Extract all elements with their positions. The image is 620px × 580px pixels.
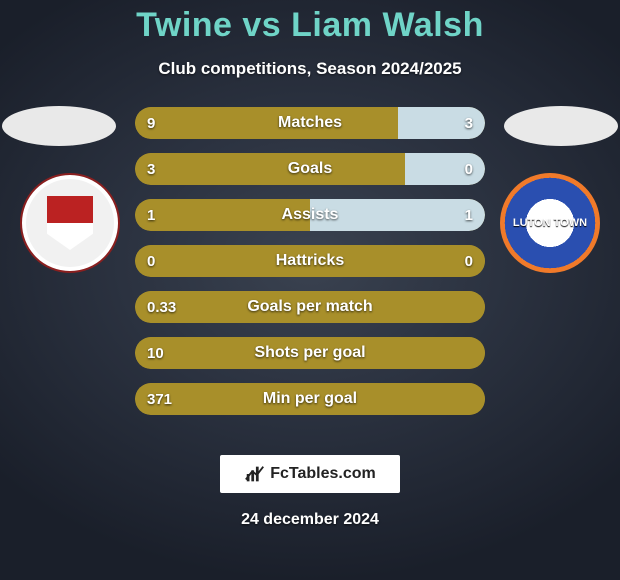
stat-label: Assists (135, 206, 485, 224)
infographic-root: Twine vs Liam Walsh Club competitions, S… (0, 0, 620, 580)
stat-bars: 93Matches 30Goals 11Assists 00Hattricks 0.33… (135, 107, 485, 429)
date-text: 24 december 2024 (0, 511, 620, 529)
stat-row: 93Matches (135, 107, 485, 139)
stat-label: Goals (135, 160, 485, 178)
comparison-arena: LUTON TOWN 93Matches 30Goals 11Assists 00Ha… (0, 107, 620, 437)
stat-label: Hattricks (135, 252, 485, 270)
subtitle: Club competitions, Season 2024/2025 (0, 59, 620, 79)
stat-row: 0.33Goals per match (135, 291, 485, 323)
stat-row: 371Min per goal (135, 383, 485, 415)
platform-right (504, 106, 618, 146)
crest-left (20, 173, 120, 273)
crest-right-label: LUTON TOWN (513, 217, 587, 229)
brand-text: FcTables.com (270, 465, 376, 483)
stat-row: 10Shots per goal (135, 337, 485, 369)
brand-badge: FcTables.com (220, 455, 400, 493)
stat-label: Matches (135, 114, 485, 132)
page-title: Twine vs Liam Walsh (0, 0, 620, 45)
stat-label: Min per goal (135, 390, 485, 408)
stat-label: Shots per goal (135, 344, 485, 362)
stat-row: 30Goals (135, 153, 485, 185)
chart-icon (244, 463, 266, 485)
stat-label: Goals per match (135, 298, 485, 316)
stat-row: 11Assists (135, 199, 485, 231)
platform-left (2, 106, 116, 146)
crest-right: LUTON TOWN (500, 173, 600, 273)
stat-row: 00Hattricks (135, 245, 485, 277)
